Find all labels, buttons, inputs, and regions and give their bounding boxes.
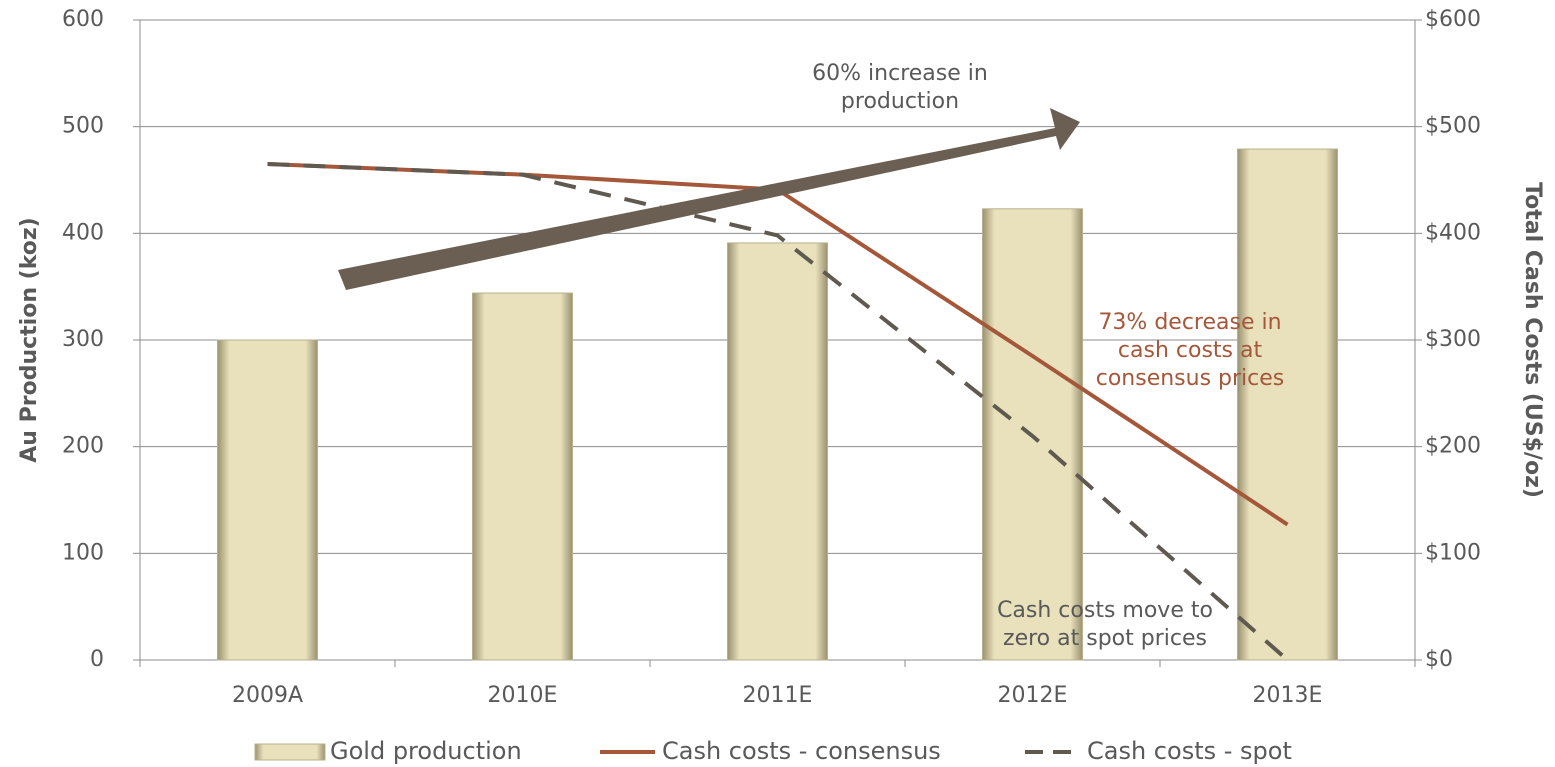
trend-arrow: [338, 108, 1080, 290]
y-axis-title: Au Production (koz): [17, 217, 42, 462]
legend-label: Cash costs - spot: [1087, 737, 1292, 765]
bar: [217, 339, 318, 661]
x-tick-label: 2012E: [998, 683, 1068, 708]
y2-tick-label: $500: [1425, 114, 1481, 139]
y-tick-label: 400: [62, 220, 104, 245]
x-tick-label: 2010E: [488, 683, 558, 708]
annotation: 73% decrease in: [1098, 310, 1281, 335]
y-tick-label: 0: [90, 647, 104, 672]
y2-tick-label: $300: [1425, 327, 1481, 352]
y-tick-label: 200: [62, 434, 104, 459]
y-tick-label: 500: [62, 114, 104, 139]
y2-tick-label: $600: [1425, 7, 1481, 32]
x-tick-label: 2013E: [1253, 683, 1323, 708]
legend-label: Gold production: [330, 737, 522, 765]
y2-tick-label: $400: [1425, 220, 1481, 245]
annotation: 60% increase in: [812, 61, 988, 86]
legend-label: Cash costs - consensus: [662, 737, 941, 765]
annotation: production: [841, 89, 959, 114]
x-tick-label: 2011E: [743, 683, 813, 708]
x-tick-label: 2009A: [232, 683, 303, 708]
bar: [1237, 148, 1338, 661]
bar: [727, 242, 828, 661]
y2-tick-label: $200: [1425, 434, 1481, 459]
y2-tick-label: $0: [1425, 647, 1453, 672]
annotation: cash costs at: [1118, 338, 1263, 363]
line-series: [267, 162, 1289, 662]
y2-tick-label: $100: [1425, 540, 1481, 565]
y-tick-label: 100: [62, 540, 104, 565]
annotation: Cash costs move to: [997, 598, 1213, 623]
y-tick-label: 300: [62, 327, 104, 352]
annotation: zero at spot prices: [1003, 626, 1207, 651]
annotation: consensus prices: [1096, 366, 1285, 391]
bar: [472, 292, 573, 661]
y2-axis-title: Total Cash Costs (US$/oz): [1520, 182, 1545, 498]
legend-swatch: [254, 743, 326, 761]
y-tick-label: 600: [62, 7, 104, 32]
